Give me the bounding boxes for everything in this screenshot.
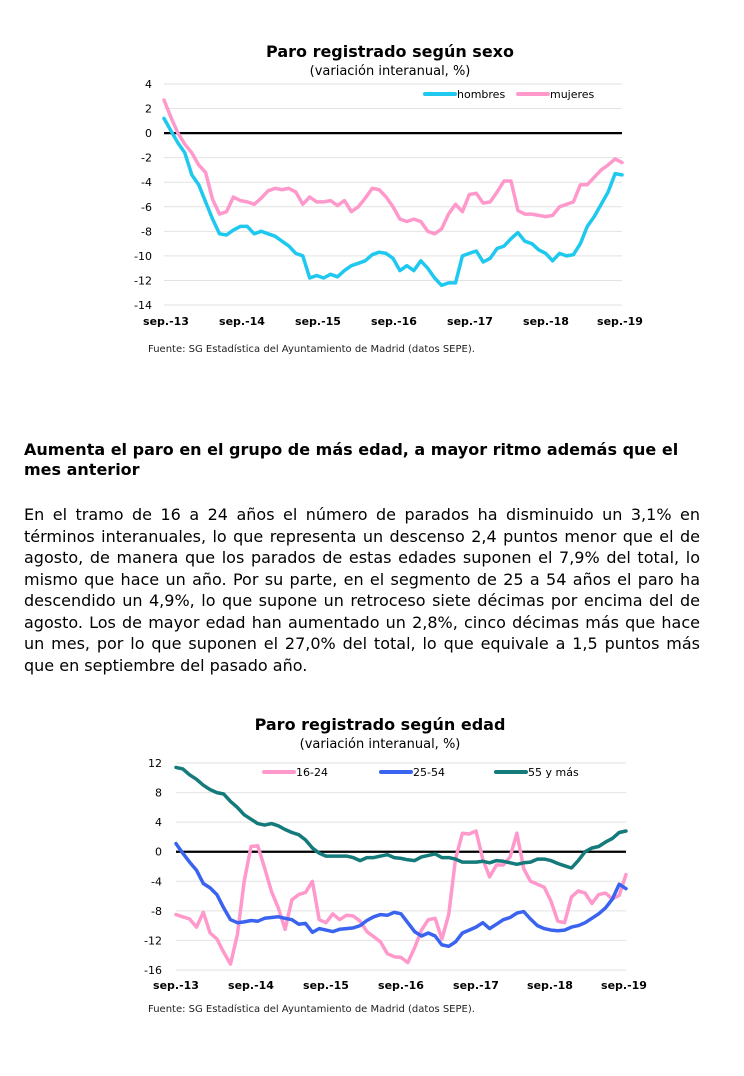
chart-source: Fuente: SG Estadística del Ayuntamiento … xyxy=(148,1004,475,1015)
chart-paro-sexo-svg: Paro registrado según sexo (variación int… xyxy=(134,42,643,328)
x-tick-label: sep.-19 xyxy=(601,979,647,992)
x-tick-label: sep.-16 xyxy=(371,315,417,328)
y-tick-label: -10 xyxy=(134,250,152,263)
chart-subtitle: (variación interanual, %) xyxy=(300,737,461,752)
y-tick-label: 12 xyxy=(148,757,162,770)
series-line-25-54 xyxy=(174,841,628,949)
y-tick-label: -2 xyxy=(141,152,152,165)
legend-label: hombres xyxy=(457,88,505,101)
y-tick-label: -8 xyxy=(151,905,162,918)
chart-title: Paro registrado según edad xyxy=(255,715,506,734)
y-tick-label: 8 xyxy=(155,787,162,800)
y-tick-label: -12 xyxy=(134,274,152,287)
y-tick-label: -4 xyxy=(151,875,162,888)
x-tick-label: sep.-14 xyxy=(228,979,274,992)
y-tick-label: -12 xyxy=(144,934,162,947)
y-tick-label: 0 xyxy=(145,127,152,140)
chart-subtitle: (variación interanual, %) xyxy=(310,64,471,79)
series-line-hombres xyxy=(162,116,624,288)
x-tick-label: sep.-15 xyxy=(295,315,341,328)
y-tick-label: -8 xyxy=(141,225,152,238)
x-tick-label: sep.-17 xyxy=(447,315,493,328)
x-tick-label: sep.-18 xyxy=(527,979,573,992)
y-tick-label: -14 xyxy=(134,299,152,312)
x-tick-label: sep.-14 xyxy=(219,315,265,328)
chart-title: Paro registrado según sexo xyxy=(266,42,514,61)
x-tick-label: sep.-17 xyxy=(453,979,499,992)
series-line-55-y-más xyxy=(174,765,628,870)
y-tick-label: 4 xyxy=(145,78,152,91)
series-line-16-24 xyxy=(174,829,628,966)
series-line-mujeres xyxy=(162,98,624,236)
x-tick-label: sep.-18 xyxy=(523,315,569,328)
x-tick-label: sep.-16 xyxy=(378,979,424,992)
y-tick-label: 4 xyxy=(155,816,162,829)
body-paragraph: En el tramo de 16 a 24 años el número de… xyxy=(24,505,700,675)
y-tick-label: 0 xyxy=(155,846,162,859)
y-tick-label: 2 xyxy=(145,103,152,116)
x-tick-label: sep.-13 xyxy=(153,979,199,992)
legend-label: 25-54 xyxy=(413,766,445,779)
x-tick-label: sep.-15 xyxy=(303,979,349,992)
legend-label: 16-24 xyxy=(296,766,328,779)
legend-label: mujeres xyxy=(550,88,595,101)
y-tick-label: -4 xyxy=(141,176,152,189)
legend-label: 55 y más xyxy=(528,766,579,779)
x-tick-label: sep.-13 xyxy=(143,315,189,328)
section-heading: Aumenta el paro en el grupo de más edad,… xyxy=(24,440,679,479)
chart-source: Fuente: SG Estadística del Ayuntamiento … xyxy=(148,344,475,355)
x-tick-label: sep.-19 xyxy=(597,315,643,328)
chart-paro-sexo: Paro registrado según sexo (variación int… xyxy=(0,0,744,380)
y-tick-label: -16 xyxy=(144,964,162,977)
y-tick-label: -6 xyxy=(141,201,152,214)
